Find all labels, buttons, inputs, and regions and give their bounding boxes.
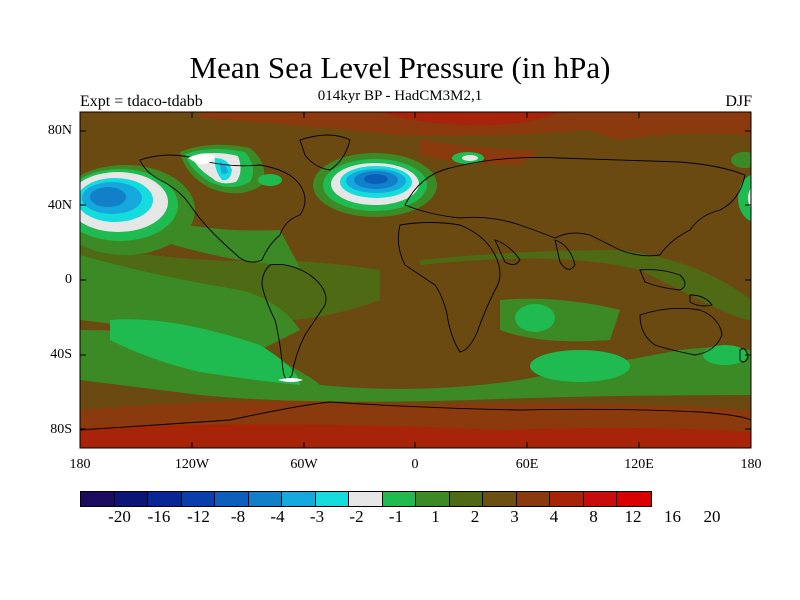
colorbar-label: 8 (589, 507, 598, 526)
lon-label-60e: 60E (515, 457, 539, 472)
colorbar-label: 2 (470, 507, 480, 526)
colorbar-swatch (449, 492, 483, 506)
colorbar-label: 3 (510, 507, 519, 526)
lat-label-40s: 40S (50, 347, 72, 362)
lat-label-80s: 80S (50, 422, 72, 437)
colorbar-label: -12 (187, 507, 210, 526)
map-title: Mean Sea Level Pressure (in hPa) (189, 50, 611, 85)
lon-label-180w: 180 (69, 457, 91, 472)
colorbar (80, 491, 652, 507)
colorbar-swatch (181, 492, 215, 506)
colorbar-label: 20 (703, 507, 721, 526)
colorbar-swatch (382, 492, 416, 506)
latitude-ticks (80, 130, 751, 430)
coastlines (80, 134, 751, 431)
colorbar-label: 1 (431, 507, 440, 526)
colorbar-label: 12 (624, 507, 642, 526)
colorbar-swatch (416, 492, 450, 506)
colorbar-swatch (248, 492, 282, 506)
colorbar-swatch (483, 492, 517, 506)
experiment-label: Expt = tdaco-tdabb (80, 93, 203, 110)
colorbar-label: -2 (349, 507, 364, 526)
lon-label-120w: 120W (174, 457, 210, 472)
season-label: DJF (725, 93, 752, 110)
colorbar-label: -20 (108, 507, 131, 526)
lon-label-0: 0 (411, 457, 419, 472)
colorbar-label: -16 (147, 507, 171, 526)
colorbar-label: -8 (230, 507, 246, 526)
colorbar-label: -1 (388, 507, 404, 526)
lat-label-40n: 40N (47, 198, 72, 213)
lon-label-60w: 60W (290, 457, 318, 472)
colorbar-swatch (315, 492, 349, 506)
colorbar-swatch (148, 492, 182, 506)
colorbar-swatch (617, 492, 651, 506)
colorbar-swatch (114, 492, 148, 506)
pressure-field (80, 112, 751, 448)
longitude-ticks (191, 112, 640, 448)
colorbar-label: 16 (664, 507, 681, 526)
colorbar-swatch (282, 492, 316, 506)
colorbar-swatch (215, 492, 249, 506)
lon-label-120e: 120E (624, 457, 654, 472)
colorbar-swatch (349, 492, 383, 506)
colorbar-swatch (583, 492, 617, 506)
colorbar-swatch (550, 492, 584, 506)
colorbar-swatch (516, 492, 550, 506)
colorbar-label: 4 (549, 507, 559, 526)
colorbar-label: -4 (270, 507, 285, 526)
lon-label-180e: 180 (740, 457, 762, 472)
map-subtitle: 014kyr BP - HadCM3M2,1 (317, 88, 483, 104)
lat-label-80n: 80N (47, 123, 72, 138)
colorbar-label: -3 (309, 507, 325, 526)
colorbar-swatch (81, 492, 115, 506)
lat-label-0: 0 (65, 272, 72, 287)
